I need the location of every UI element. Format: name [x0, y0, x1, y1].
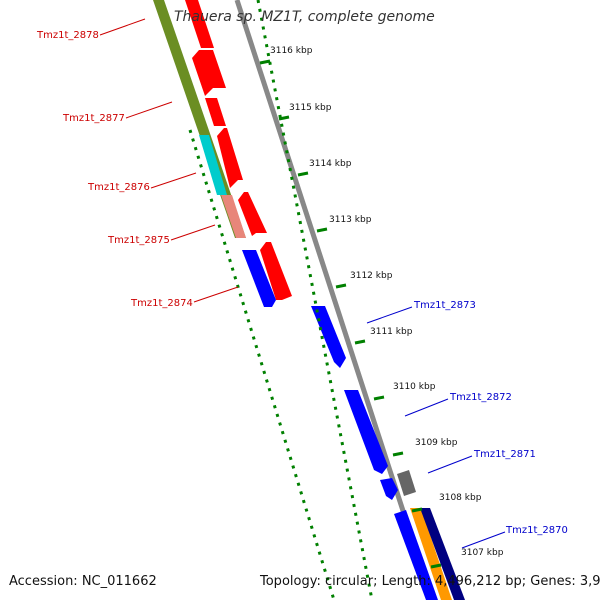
label-leader-line	[99, 18, 146, 36]
tick-mark	[411, 507, 423, 513]
gene-label[interactable]: Tmz1t_2874	[130, 298, 193, 309]
label-leader-line	[150, 172, 197, 189]
grey-gene-box	[397, 470, 416, 496]
label-leader-line	[404, 398, 449, 417]
gene-label[interactable]: Tmz1t_2872	[449, 392, 512, 403]
red-gene-arrow	[260, 242, 292, 300]
tick-mark	[373, 395, 385, 401]
blue-gene-arrow	[242, 250, 276, 307]
red-gene-arrow	[217, 128, 243, 188]
olive-feature-band	[153, 0, 246, 238]
tick-label: 3112 kbp	[350, 271, 393, 281]
tick-mark	[278, 115, 290, 121]
tick-label: 3108 kbp	[439, 493, 482, 503]
gene-label[interactable]: Tmz1t_2877	[62, 113, 125, 124]
blue-gene-arrow	[394, 510, 438, 600]
tick-label: 3111 kbp	[370, 327, 413, 337]
label-leader-line	[461, 531, 506, 549]
label-leader-line	[366, 306, 413, 324]
blue-gene-arrow	[380, 478, 398, 500]
tick-mark	[392, 451, 404, 457]
salmon-feature-band	[221, 195, 246, 238]
tick-mark	[335, 283, 347, 289]
tick-label: 3116 kbp	[270, 46, 313, 56]
tick-mark	[430, 563, 442, 569]
reverse-strand-genes	[185, 0, 292, 300]
tick-mark	[316, 227, 328, 233]
feature-bands	[153, 0, 465, 600]
tick-label: 3109 kbp	[415, 438, 458, 448]
gene-label[interactable]: Tmz1t_2876	[87, 182, 150, 193]
tick-label: 3110 kbp	[393, 382, 436, 392]
label-leader-line	[193, 286, 239, 303]
genome-summary-text: Topology: circular; Length: 4,496,212 bp…	[260, 574, 600, 589]
label-leader-line	[427, 455, 473, 474]
tick-label: 3114 kbp	[309, 159, 352, 169]
label-leader-line	[125, 101, 173, 119]
tick-mark	[354, 339, 366, 345]
accession-text: Accession: NC_011662	[9, 574, 157, 589]
tick-label: 3113 kbp	[329, 215, 372, 225]
tick-mark	[259, 59, 271, 65]
blue-gene-arrow	[344, 390, 388, 474]
tick-ruler-right	[256, 0, 374, 600]
left-gene-labels: Tmz1t_2878 Tmz1t_2877 Tmz1t_2876 Tmz1t_2…	[36, 18, 239, 309]
tick-marks: 3116 kbp 3115 kbp 3114 kbp 3113 kbp 3112…	[259, 46, 504, 569]
blue-gene-arrow	[311, 306, 346, 368]
gene-label[interactable]: Tmz1t_2875	[107, 235, 170, 246]
red-gene-arrow	[205, 98, 226, 126]
tick-label: 3115 kbp	[289, 103, 332, 113]
orange-feature-band	[410, 508, 452, 600]
right-gene-labels: Tmz1t_2873 Tmz1t_2872 Tmz1t_2871 Tmz1t_2…	[366, 300, 568, 549]
genome-backbone	[234, 0, 435, 600]
forward-strand-genes	[242, 250, 438, 600]
map-title: Thauera sp. MZ1T, complete genome	[174, 9, 435, 25]
tick-ruler-left	[188, 129, 336, 600]
cyan-feature-band	[199, 135, 227, 195]
red-gene-arrow	[238, 192, 267, 236]
gene-label[interactable]: Tmz1t_2871	[473, 449, 536, 460]
label-leader-line	[170, 224, 216, 241]
gene-label[interactable]: Tmz1t_2870	[505, 525, 568, 536]
tick-label: 3107 kbp	[461, 548, 504, 558]
gene-label[interactable]: Tmz1t_2878	[36, 30, 99, 41]
tick-mark	[297, 171, 309, 177]
red-gene-arrow	[185, 0, 214, 48]
navy-feature-band	[420, 508, 465, 600]
red-gene-arrow	[192, 50, 226, 96]
gene-label[interactable]: Tmz1t_2873	[413, 300, 476, 311]
